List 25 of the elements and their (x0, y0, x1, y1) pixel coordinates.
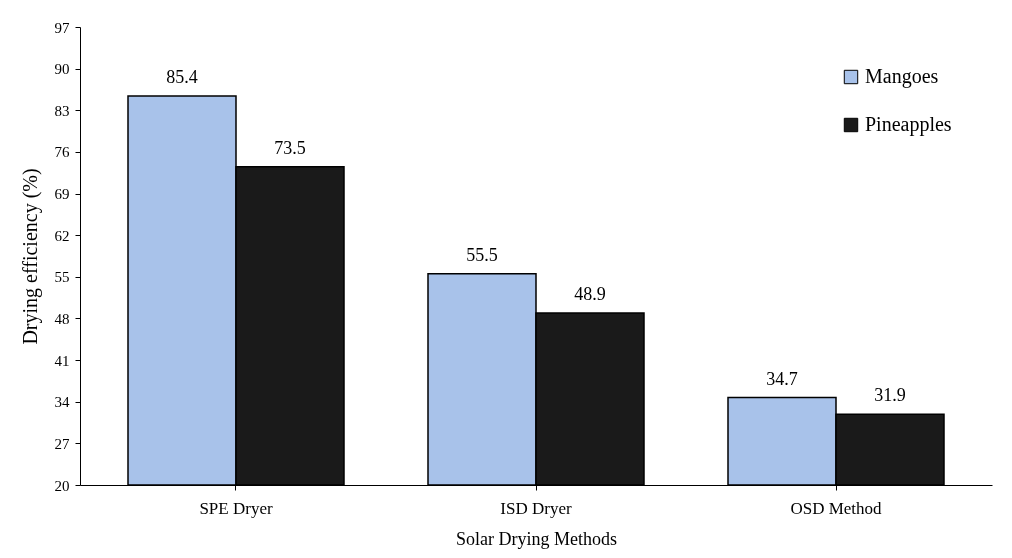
data-label: 73.5 (274, 137, 306, 158)
y-tick-label: 62 (54, 227, 70, 244)
data-label: 31.9 (874, 385, 906, 406)
data-label: 55.5 (466, 244, 498, 265)
data-label: 34.7 (766, 368, 798, 389)
y-tick-label: 27 (54, 435, 70, 452)
data-label: 85.4 (166, 67, 198, 87)
y-tick-label: 83 (54, 102, 70, 119)
x-tick-label: ISD Dryer (500, 498, 572, 518)
y-tick-label: 90 (54, 61, 70, 78)
x-axis-title: Solar Drying Methods (456, 528, 617, 549)
legend-label: Pineapples (865, 113, 952, 136)
legend-label: Mangoes (865, 65, 939, 88)
y-axis-title: Drying efficiency (%) (18, 168, 42, 345)
y-tick-label: 97 (54, 19, 70, 36)
y-tick-label: 41 (54, 352, 70, 369)
x-tick-label: OSD Method (790, 498, 883, 518)
y-tick-label: 55 (54, 269, 70, 286)
y-tick-label: 20 (54, 477, 70, 494)
y-tick-label: 48 (54, 310, 70, 327)
y-tick-label: 76 (54, 144, 70, 161)
x-tick-label: SPE Dryer (199, 498, 273, 518)
data-label: 48.9 (574, 284, 606, 305)
y-tick-label: 69 (54, 186, 70, 203)
y-tick-label: 34 (54, 394, 70, 411)
